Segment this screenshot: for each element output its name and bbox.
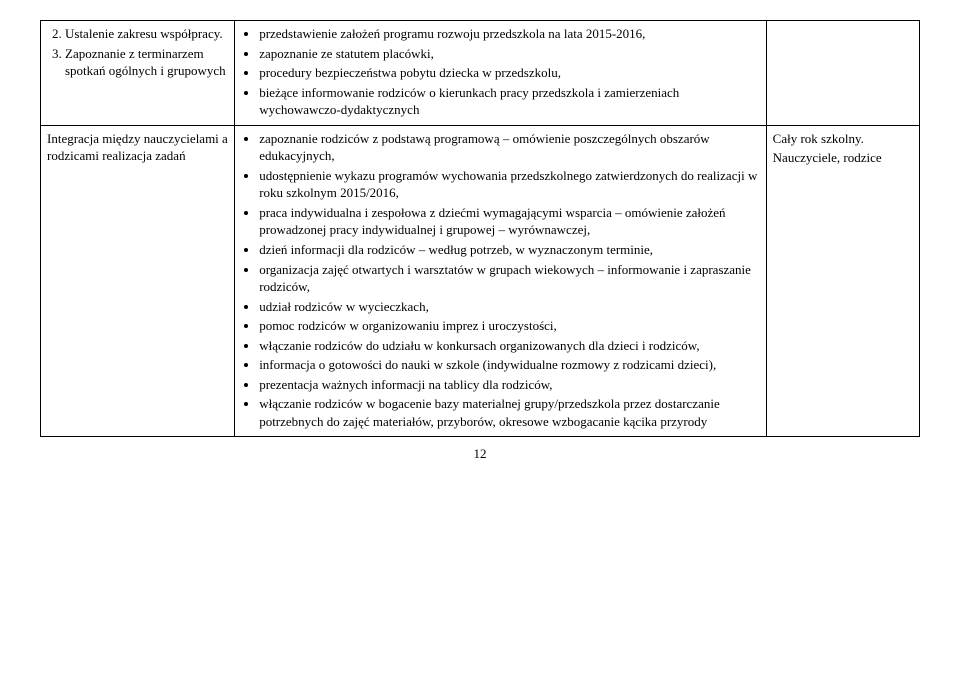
bullet-item: udostępnienie wykazu programów wychowani… [259, 167, 759, 202]
bullet-item: włączanie rodziców w bogacenie bazy mate… [259, 395, 759, 430]
left-cell: Integracja między nauczycielami a rodzic… [41, 125, 235, 437]
bullet-item: praca indywidualna i zespołowa z dziećmi… [259, 204, 759, 239]
table-row: Integracja między nauczycielami a rodzic… [41, 125, 920, 437]
bullet-item: informacja o gotowości do nauki w szkole… [259, 356, 759, 374]
bullet-item: włączanie rodziców do udziału w konkursa… [259, 337, 759, 355]
bullet-item: pomoc rodziców w organizowaniu imprez i … [259, 317, 759, 335]
page-number: 12 [40, 445, 920, 463]
bullet-list: zapoznanie rodziców z podstawą programow… [241, 130, 759, 431]
bullet-item: prezentacja ważnych informacji na tablic… [259, 376, 759, 394]
left-cell: Ustalenie zakresu współpracy. Zapoznanie … [41, 21, 235, 126]
right-line: Cały rok szkolny. [773, 130, 913, 148]
bullet-list: przedstawienie założeń programu rozwoju … [241, 25, 759, 119]
left-list-item: Ustalenie zakresu współpracy. [65, 25, 228, 43]
left-list-item: Zapoznanie z terminarzem spotkań ogólnyc… [65, 45, 228, 80]
content-table: Ustalenie zakresu współpracy. Zapoznanie … [40, 20, 920, 437]
bullet-item: zapoznanie rodziców z podstawą programow… [259, 130, 759, 165]
middle-cell: przedstawienie założeń programu rozwoju … [235, 21, 766, 126]
bullet-item: organizacja zajęć otwartych i warsztatów… [259, 261, 759, 296]
right-cell [766, 21, 919, 126]
bullet-item: udział rodziców w wycieczkach, [259, 298, 759, 316]
right-cell: Cały rok szkolny.Nauczyciele, rodzice [766, 125, 919, 437]
bullet-item: bieżące informowanie rodziców o kierunka… [259, 84, 759, 119]
bullet-item: dzień informacji dla rodziców – według p… [259, 241, 759, 259]
middle-cell: zapoznanie rodziców z podstawą programow… [235, 125, 766, 437]
table-row: Ustalenie zakresu współpracy. Zapoznanie … [41, 21, 920, 126]
right-line: Nauczyciele, rodzice [773, 149, 913, 167]
bullet-item: przedstawienie założeń programu rozwoju … [259, 25, 759, 43]
bullet-item: zapoznanie ze statutem placówki, [259, 45, 759, 63]
bullet-item: procedury bezpieczeństwa pobytu dziecka … [259, 64, 759, 82]
left-text: Integracja między nauczycielami a rodzic… [47, 130, 228, 165]
left-numbered-list: Ustalenie zakresu współpracy. Zapoznanie … [47, 25, 228, 80]
